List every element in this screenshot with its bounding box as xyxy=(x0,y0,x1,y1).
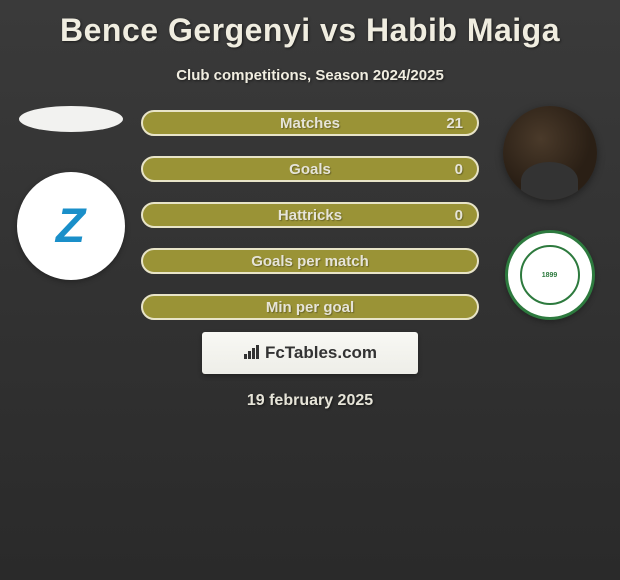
page-title: Bence Gergenyi vs Habib Maiga xyxy=(0,0,620,49)
stat-value-right: 21 xyxy=(446,115,463,132)
chart-icon xyxy=(243,345,261,362)
stat-bar-min-per-goal: Min per goal xyxy=(141,294,479,320)
site-logo-text: FcTables.com xyxy=(243,343,377,363)
club-right-inner: 1899 xyxy=(520,245,580,305)
player-left-column: Z xyxy=(8,106,133,320)
stat-label: Min per goal xyxy=(266,299,354,316)
player-left-club-logo: Z xyxy=(17,172,125,280)
stat-value-right: 0 xyxy=(455,161,463,178)
stats-column: Matches 21 Goals 0 Hattricks 0 Goals per… xyxy=(133,106,487,320)
stat-bar-goals: Goals 0 xyxy=(141,156,479,182)
player-right-club-logo: 1899 xyxy=(505,230,595,320)
stat-bar-goals-per-match: Goals per match xyxy=(141,248,479,274)
player-right-column: 1899 xyxy=(487,106,612,320)
site-logo-box: FcTables.com xyxy=(202,332,418,374)
comparison-content: Z Matches 21 Goals 0 Hattricks 0 Goals p… xyxy=(0,106,620,320)
club-left-abbr: Z xyxy=(56,199,85,254)
player-right-avatar xyxy=(503,106,597,200)
stat-bar-matches: Matches 21 xyxy=(141,110,479,136)
footer-date: 19 february 2025 xyxy=(0,392,620,410)
stat-label: Hattricks xyxy=(278,207,342,224)
club-right-year: 1899 xyxy=(542,272,558,279)
player-left-avatar-placeholder xyxy=(19,106,123,132)
page-subtitle: Club competitions, Season 2024/2025 xyxy=(0,67,620,84)
stat-label: Matches xyxy=(280,115,340,132)
stat-label: Goals per match xyxy=(251,253,369,270)
site-name: FcTables.com xyxy=(265,343,377,363)
stat-label: Goals xyxy=(289,161,331,178)
stat-bar-hattricks: Hattricks 0 xyxy=(141,202,479,228)
stat-value-right: 0 xyxy=(455,207,463,224)
